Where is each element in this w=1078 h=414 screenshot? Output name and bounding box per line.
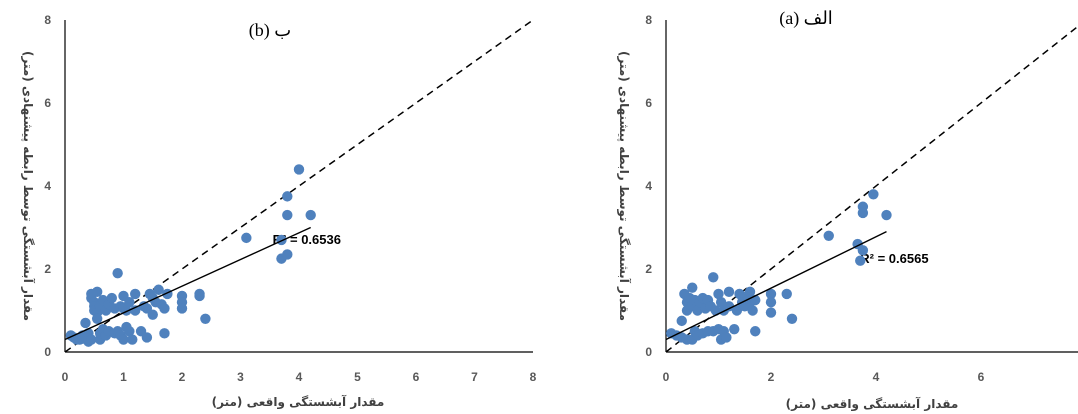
data-point-b xyxy=(282,249,293,260)
x-axis-title-b: مقدار آبشستگی واقعی (متر) xyxy=(212,394,385,410)
data-point-b xyxy=(282,209,293,221)
x-tick-label-a: 4 xyxy=(873,370,880,384)
y-tick-label-a: 2 xyxy=(645,262,652,276)
x-tick-label-b: 1 xyxy=(120,370,127,384)
y-axis-title-a: مقدار آبشستگی توسط رابطه پیشنهادی (متر) xyxy=(616,51,632,321)
y-tick-label-a: 4 xyxy=(645,179,652,193)
y-tick-label-a: 8 xyxy=(645,13,652,27)
data-point-b xyxy=(91,313,103,324)
data-point-b xyxy=(130,305,141,316)
data-point-a xyxy=(687,282,698,293)
y-tick-label-b: 8 xyxy=(44,13,51,27)
data-point-b xyxy=(194,288,205,300)
data-point-b xyxy=(127,334,138,345)
data-point-b xyxy=(305,209,316,221)
y-tick-label-a: 0 xyxy=(645,345,652,359)
r2-label-a: R² = 0.6565 xyxy=(860,251,928,266)
data-point-a xyxy=(744,286,756,298)
trendline-b xyxy=(64,226,311,341)
data-point-a xyxy=(747,305,758,316)
data-point-b xyxy=(276,234,287,246)
reference-line-b xyxy=(65,19,534,352)
x-tick-label-b: 7 xyxy=(471,370,478,384)
data-point-a xyxy=(881,209,892,221)
data-point-a xyxy=(676,315,687,327)
chart-panel-a: الف (a) مقدار آبشستگی واقعی (متر) مقدار … xyxy=(616,8,1078,412)
data-point-a xyxy=(692,305,703,316)
data-point-a xyxy=(857,245,869,256)
data-point-b xyxy=(141,332,153,343)
x-tick-label-b: 0 xyxy=(62,370,69,384)
data-point-b xyxy=(112,267,123,279)
x-tick-label-b: 2 xyxy=(179,370,186,384)
x-tick-label-a: 2 xyxy=(768,370,775,384)
data-point-b xyxy=(293,164,305,175)
data-point-a xyxy=(868,189,879,200)
data-point-b xyxy=(86,334,97,345)
data-point-a xyxy=(823,230,834,241)
trendline-a xyxy=(665,231,887,341)
data-point-a xyxy=(855,255,866,266)
data-point-a xyxy=(765,307,777,318)
r2-label-b: R² = 0.6536 xyxy=(273,232,341,247)
x-tick-label-b: 3 xyxy=(237,370,244,384)
data-point-b xyxy=(282,191,293,202)
data-point-b xyxy=(80,317,91,329)
data-point-b xyxy=(124,297,135,308)
data-point-a xyxy=(750,326,761,337)
x-axis-title-a: مقدار آبشستگی واقعی (متر) xyxy=(786,396,959,412)
data-point-b xyxy=(153,284,164,295)
data-point-a xyxy=(857,201,869,212)
data-point-a xyxy=(721,332,732,343)
y-tick-label-a: 6 xyxy=(645,96,652,110)
data-point-a xyxy=(729,323,740,335)
y-tick-label-b: 2 xyxy=(44,262,51,276)
y-tick-label-b: 0 xyxy=(44,345,51,359)
x-tick-label-b: 5 xyxy=(354,370,361,384)
data-point-a xyxy=(731,305,743,316)
data-point-a xyxy=(765,297,777,308)
data-point-a xyxy=(734,288,745,300)
panel-label-a: الف (a) xyxy=(779,8,833,29)
data-point-a xyxy=(723,286,735,298)
data-point-b xyxy=(159,303,170,314)
data-point-a xyxy=(723,301,735,312)
data-point-b xyxy=(130,288,141,300)
panel-label-b: ب (b) xyxy=(249,20,291,41)
x-tick-label-b: 4 xyxy=(296,370,303,384)
y-tick-label-b: 6 xyxy=(44,96,51,110)
data-point-b xyxy=(91,286,103,298)
data-point-a xyxy=(713,288,724,300)
x-tick-label-a: 6 xyxy=(978,370,985,384)
y-axis-title-b: مقدار آبشستگی توسط رابطه پیشنهادی (متر) xyxy=(20,51,36,321)
data-point-a xyxy=(708,272,719,283)
x-tick-label-b: 6 xyxy=(413,370,420,384)
chart-panel-b: ب (b) مقدار آبشستگی واقعی (متر) مقدار آب… xyxy=(20,13,537,410)
data-point-b xyxy=(118,334,129,345)
data-point-a xyxy=(781,288,792,300)
x-tick-label-b: 8 xyxy=(530,370,537,384)
x-tick-label-a: 0 xyxy=(663,370,670,384)
data-point-b xyxy=(159,328,170,339)
data-point-b xyxy=(176,303,188,314)
data-point-b xyxy=(147,309,158,320)
data-point-b xyxy=(200,313,211,324)
data-point-a xyxy=(715,297,727,308)
data-point-b xyxy=(241,232,252,244)
data-point-b xyxy=(106,292,118,304)
y-tick-label-b: 4 xyxy=(44,179,51,193)
data-point-a xyxy=(786,313,798,324)
data-point-a xyxy=(765,288,777,300)
data-point-b xyxy=(124,326,135,337)
